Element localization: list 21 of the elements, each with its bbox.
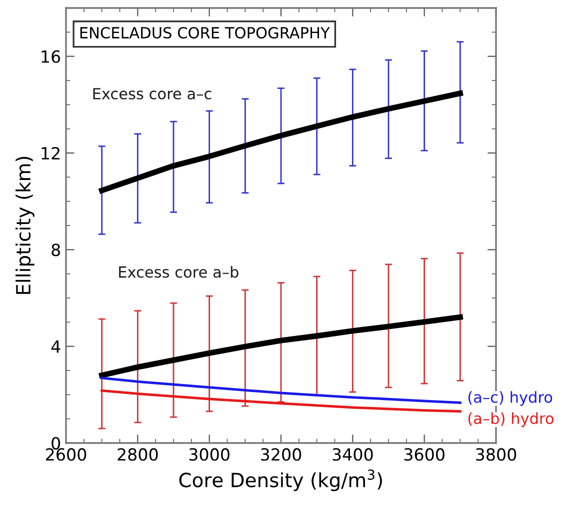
y-tick-label: 16 bbox=[42, 50, 60, 63]
x-tick-label: 3200 bbox=[261, 448, 302, 461]
x-tick-label: 3600 bbox=[404, 448, 444, 461]
line-series bbox=[100, 389, 462, 413]
x-tick-label: 2600 bbox=[46, 448, 86, 461]
text: ENCELADUS CORE TOPOGRAPHY bbox=[80, 26, 330, 39]
annotation: Excess core a–c bbox=[93, 88, 212, 100]
series-label: (a–b) hydro bbox=[468, 412, 554, 428]
y-tick-label: 4 bbox=[51, 340, 60, 353]
series-label: (a–c) hydro bbox=[468, 391, 552, 406]
x-tick-label: 3800 bbox=[476, 448, 516, 461]
annotation: Excess core a–b bbox=[119, 266, 238, 278]
y-tick-label: 12 bbox=[42, 146, 60, 160]
y-tick-label: 0 bbox=[52, 436, 60, 450]
x-axis-title: Core Density (kg/m$^{3}$) bbox=[179, 470, 382, 492]
x-tick-label: 2800 bbox=[118, 448, 158, 461]
y-axis-title: Ellipticity (km) bbox=[16, 156, 34, 294]
line-series bbox=[100, 376, 462, 404]
x-tick-label: 3000 bbox=[189, 448, 230, 461]
y-tick-label: 8 bbox=[52, 244, 60, 256]
x-tick-label: 3400 bbox=[332, 448, 373, 461]
